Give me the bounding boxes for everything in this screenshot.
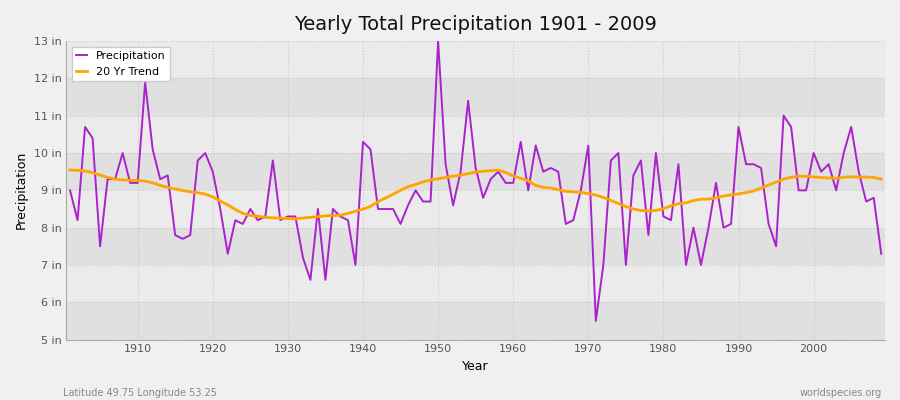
Precipitation	[125, 180, 136, 185]
Y-axis label: Precipitation: Precipitation	[15, 151, 28, 230]
20 Yr Trend	[290, 216, 301, 221]
20 Yr Trend	[613, 201, 624, 206]
20 Yr Trend	[493, 168, 504, 172]
Legend: Precipitation, 20 Yr Trend: Precipitation, 20 Yr Trend	[72, 47, 170, 81]
Precipitation	[876, 251, 886, 256]
Title: Yearly Total Precipitation 1901 - 2009: Yearly Total Precipitation 1901 - 2009	[294, 15, 657, 34]
20 Yr Trend	[523, 178, 534, 183]
Bar	[67, 153, 885, 190]
20 Yr Trend	[65, 168, 76, 172]
Bar	[67, 116, 885, 153]
Bar	[67, 41, 885, 78]
Precipitation	[335, 214, 346, 219]
Precipitation	[516, 140, 526, 144]
Precipitation	[290, 214, 301, 219]
Precipitation	[590, 318, 601, 323]
20 Yr Trend	[343, 211, 354, 216]
20 Yr Trend	[516, 176, 526, 181]
Precipitation	[65, 188, 76, 193]
Bar	[67, 265, 885, 302]
Precipitation	[433, 39, 444, 44]
Precipitation	[508, 180, 518, 185]
Bar	[67, 190, 885, 228]
Bar	[67, 78, 885, 116]
X-axis label: Year: Year	[463, 360, 489, 373]
20 Yr Trend	[298, 216, 309, 220]
20 Yr Trend	[876, 177, 886, 182]
Precipitation	[613, 151, 624, 156]
Text: worldspecies.org: worldspecies.org	[800, 388, 882, 398]
20 Yr Trend	[125, 178, 136, 183]
Line: 20 Yr Trend: 20 Yr Trend	[70, 170, 881, 219]
Line: Precipitation: Precipitation	[70, 41, 881, 321]
Bar	[67, 228, 885, 265]
Bar	[67, 302, 885, 340]
Text: Latitude 49.75 Longitude 53.25: Latitude 49.75 Longitude 53.25	[63, 388, 217, 398]
